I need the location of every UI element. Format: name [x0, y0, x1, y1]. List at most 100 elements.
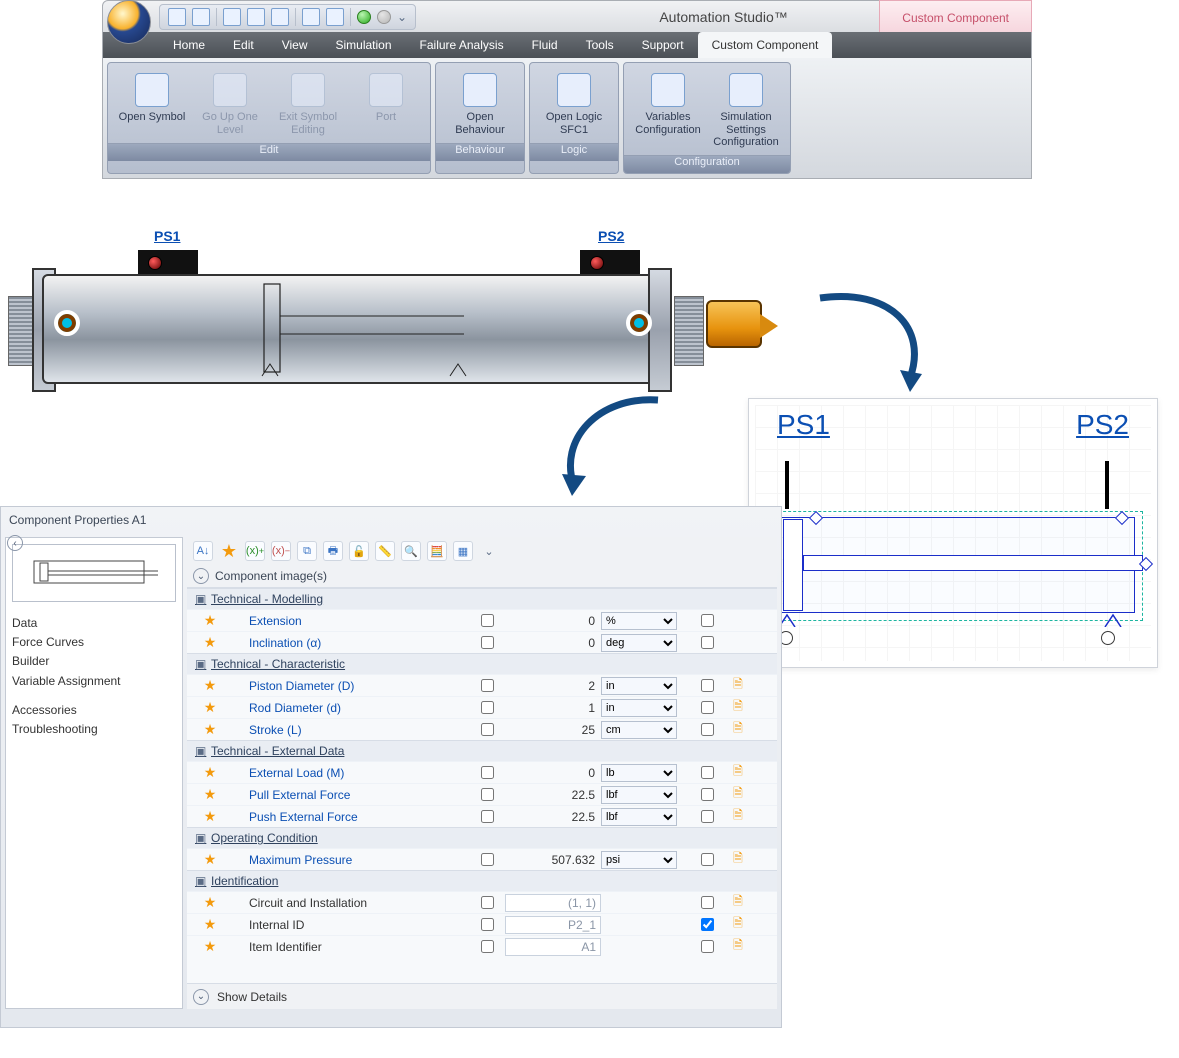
property-visible-checkbox[interactable]	[701, 896, 714, 909]
tb-table-button[interactable]: ▦	[453, 541, 473, 561]
property-value[interactable]: 2	[505, 679, 601, 693]
property-display-checkbox[interactable]	[481, 614, 494, 627]
property-doc-icon[interactable]: 🗎	[725, 784, 751, 805]
property-display-checkbox[interactable]	[481, 896, 494, 909]
property-display-checkbox[interactable]	[481, 679, 494, 692]
collapse-icon[interactable]: ▣	[195, 831, 205, 845]
qat-btn-2[interactable]	[192, 8, 210, 26]
ribbon-button[interactable]: Open Symbol	[114, 69, 190, 141]
favorite-star-icon[interactable]: ★	[199, 851, 221, 868]
property-unit-select[interactable]: in	[601, 699, 677, 717]
collapse-icon[interactable]: ▣	[195, 874, 205, 888]
qat-btn-4[interactable]	[247, 8, 265, 26]
tab-failure-analysis[interactable]: Failure Analysis	[406, 32, 518, 58]
expand-icon[interactable]: ⌄	[193, 568, 209, 584]
favorite-star-icon[interactable]: ★	[199, 764, 221, 781]
property-name[interactable]: Push External Force	[249, 810, 469, 824]
property-visible-checkbox[interactable]	[701, 788, 714, 801]
symbol-rod[interactable]	[803, 555, 1143, 571]
property-doc-icon[interactable]: 🗎	[725, 914, 751, 935]
property-value[interactable]: 22.5	[505, 810, 601, 824]
symbol-piston[interactable]	[783, 519, 803, 611]
property-value[interactable]: 0	[505, 614, 601, 628]
property-unit-select[interactable]: deg	[601, 634, 677, 652]
favorite-star-icon[interactable]: ★	[199, 786, 221, 803]
property-display-checkbox[interactable]	[481, 940, 494, 953]
property-visible-checkbox[interactable]	[701, 679, 714, 692]
tab-simulation[interactable]: Simulation	[322, 32, 406, 58]
property-unit-select[interactable]: in	[601, 677, 677, 695]
property-group-header[interactable]: ▣Technical - Modelling	[187, 588, 777, 609]
property-value[interactable]: A1	[505, 938, 601, 956]
property-visible-checkbox[interactable]	[701, 701, 714, 714]
tb-copy-button[interactable]: ⧉	[297, 541, 317, 561]
ribbon-button[interactable]: Open Behaviour	[442, 69, 518, 141]
favorite-star-icon[interactable]: ★	[199, 677, 221, 694]
property-display-checkbox[interactable]	[481, 766, 494, 779]
property-visible-checkbox[interactable]	[701, 636, 714, 649]
panel-collapse-button[interactable]: ‹	[7, 535, 23, 551]
component-image-section[interactable]: ⌄ Component image(s)	[187, 565, 777, 587]
qat-btn-3[interactable]	[223, 8, 241, 26]
property-visible-checkbox[interactable]	[701, 766, 714, 779]
favorite-star-icon[interactable]: ★	[199, 699, 221, 716]
tb-sort-button[interactable]: A↓	[193, 541, 213, 561]
tab-tools[interactable]: Tools	[572, 32, 628, 58]
tb-search-button[interactable]: 🔍	[401, 541, 421, 561]
tb-addvar-button[interactable]: (x)+	[245, 541, 265, 561]
favorite-star-icon[interactable]: ★	[199, 916, 221, 933]
collapse-icon[interactable]: ▣	[195, 744, 205, 758]
property-doc-icon[interactable]: 🗎	[725, 675, 751, 696]
app-orb-button[interactable]	[107, 0, 151, 44]
property-name[interactable]: Piston Diameter (D)	[249, 679, 469, 693]
property-name[interactable]: Pull External Force	[249, 788, 469, 802]
property-display-checkbox[interactable]	[481, 918, 494, 931]
nav-item-builder[interactable]: Builder	[12, 652, 176, 671]
nav-item-troubleshooting[interactable]: Troubleshooting	[12, 720, 176, 739]
property-doc-icon[interactable]: 🗎	[725, 697, 751, 718]
property-unit-select[interactable]: lbf	[601, 786, 677, 804]
property-value[interactable]: 22.5	[505, 788, 601, 802]
favorite-star-icon[interactable]: ★	[199, 721, 221, 738]
property-group-header[interactable]: ▣Technical - Characteristic	[187, 653, 777, 674]
ribbon-button[interactable]: Variables Configuration	[630, 69, 706, 153]
tb-calc-button[interactable]: 🧮	[427, 541, 447, 561]
property-group-header[interactable]: ▣Technical - External Data	[187, 740, 777, 761]
qat-redo[interactable]	[326, 8, 344, 26]
symbol-port-b[interactable]	[1101, 631, 1115, 645]
property-value[interactable]: (1, 1)	[505, 894, 601, 912]
property-display-checkbox[interactable]	[481, 701, 494, 714]
property-name[interactable]: Rod Diameter (d)	[249, 701, 469, 715]
tb-removevar-button[interactable]: (x)−	[271, 541, 291, 561]
tb-lock-button[interactable]: 🔓	[349, 541, 369, 561]
qat-undo[interactable]	[302, 8, 320, 26]
property-doc-icon[interactable]: 🗎	[725, 936, 751, 957]
collapse-icon[interactable]: ▣	[195, 657, 205, 671]
qat-run-icon[interactable]	[357, 10, 371, 24]
property-group-header[interactable]: ▣Identification	[187, 870, 777, 891]
property-name[interactable]: Extension	[249, 614, 469, 628]
property-group-header[interactable]: ▣Operating Condition	[187, 827, 777, 848]
nav-item-data[interactable]: Data	[12, 614, 176, 633]
property-value[interactable]: P2_1	[505, 916, 601, 934]
property-display-checkbox[interactable]	[481, 636, 494, 649]
favorite-star-icon[interactable]: ★	[199, 894, 221, 911]
property-name[interactable]: Stroke (L)	[249, 723, 469, 737]
property-name[interactable]: Inclination (α)	[249, 636, 469, 650]
property-visible-checkbox[interactable]	[701, 940, 714, 953]
ribbon-button[interactable]: Open Logic SFC1	[536, 69, 612, 141]
property-doc-icon[interactable]: 🗎	[725, 892, 751, 913]
property-display-checkbox[interactable]	[481, 853, 494, 866]
property-doc-icon[interactable]: 🗎	[725, 719, 751, 740]
property-value[interactable]: 0	[505, 766, 601, 780]
qat-btn-5[interactable]	[271, 8, 289, 26]
ribbon-button[interactable]: Simulation Settings Configuration	[708, 69, 784, 153]
property-doc-icon[interactable]: 🗎	[725, 762, 751, 783]
tb-print-button[interactable]: 🖶	[323, 541, 343, 561]
tb-favorites-button[interactable]: ★	[219, 541, 239, 561]
property-visible-checkbox[interactable]	[701, 853, 714, 866]
property-visible-checkbox[interactable]	[701, 614, 714, 627]
qat-btn-1[interactable]	[168, 8, 186, 26]
favorite-star-icon[interactable]: ★	[199, 634, 221, 651]
collapse-icon[interactable]: ▣	[195, 592, 205, 606]
